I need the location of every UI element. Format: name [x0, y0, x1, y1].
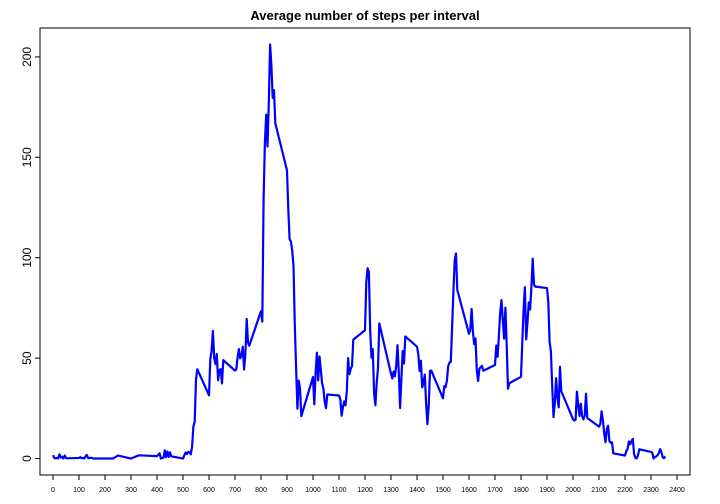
y-tick-label: 150 — [20, 147, 34, 167]
y-tick-label: 0 — [20, 455, 34, 462]
y-tick-label: 50 — [20, 351, 34, 365]
x-tick-label: 1000 — [305, 487, 321, 494]
x-tick-label: 2200 — [617, 487, 633, 494]
x-tick-label: 1500 — [435, 487, 451, 494]
x-tick-label: 600 — [203, 487, 215, 494]
x-tick-label: 200 — [99, 487, 111, 494]
plot-frame — [39, 27, 691, 476]
x-tick-label: 1700 — [487, 487, 503, 494]
x-tick-label: 0 — [51, 487, 55, 494]
x-tick-label: 500 — [177, 487, 189, 494]
x-tick-label: 700 — [229, 487, 241, 494]
x-tick-label: 2000 — [565, 487, 581, 494]
x-tick-label: 100 — [73, 487, 85, 494]
x-tick-label: 1400 — [409, 487, 425, 494]
data-line — [52, 43, 667, 460]
x-tick-label: 2100 — [591, 487, 607, 494]
y-tick-label: 200 — [20, 47, 34, 67]
y-tick-label: 100 — [20, 247, 34, 267]
x-tick-label: 800 — [255, 487, 267, 494]
x-tick-label: 2400 — [669, 487, 685, 494]
chart-title: Average number of steps per interval — [250, 8, 479, 23]
x-tick-label: 1200 — [357, 487, 373, 494]
x-tick-label: 1100 — [331, 487, 346, 494]
x-tick-label: 1900 — [539, 487, 555, 494]
x-tick-label: 1800 — [513, 487, 529, 494]
x-tick-label: 900 — [281, 487, 293, 494]
x-tick-label: 1600 — [461, 487, 477, 494]
x-tick-label: 2300 — [643, 487, 659, 494]
x-tick-label: 300 — [125, 487, 137, 494]
x-tick-label: 400 — [151, 487, 163, 494]
x-tick-label: 1300 — [383, 487, 399, 494]
